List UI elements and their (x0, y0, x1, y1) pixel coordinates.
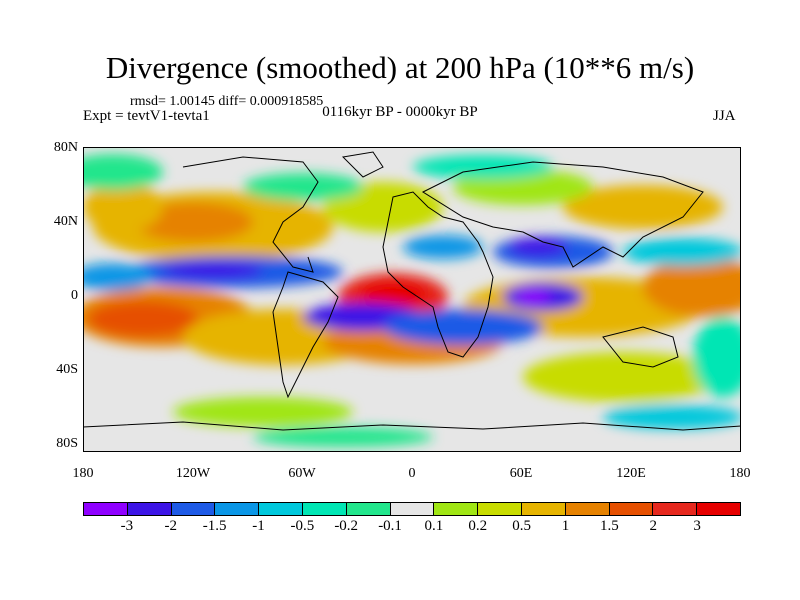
colorbar-swatch (259, 503, 303, 515)
colorbar (83, 502, 741, 516)
experiment-label: Expt = tevtV1-tevta1 (83, 108, 210, 124)
x-tick-60w: 60W (288, 466, 316, 481)
colorbar-swatch (521, 503, 566, 515)
colorbar-label: -0.1 (378, 518, 402, 534)
y-tick-40s: 40S (56, 362, 78, 377)
colorbar-label: -0.2 (334, 518, 359, 534)
y-tick-0: 0 (71, 288, 78, 303)
y-tick-40n: 40N (53, 214, 78, 229)
colorbar-label: -1.5 (202, 518, 227, 534)
colorbar-swatch (390, 503, 435, 515)
colorbar-label: -2 (164, 518, 177, 534)
colorbar-label: 1.5 (600, 518, 619, 534)
period-label: 0116kyr BP - 0000kyr BP (322, 104, 478, 120)
rmsd-diff-stats: rmsd= 1.00145 diff= 0.000918585 (130, 94, 324, 109)
colorbar-swatch (697, 503, 740, 515)
x-tick-120e: 120E (616, 466, 646, 481)
y-tick-80n: 80N (53, 140, 78, 155)
colorbar-label: -0.5 (290, 518, 315, 534)
colorbar-label: -3 (120, 518, 134, 534)
colorbar-swatch (215, 503, 260, 515)
colorbar-swatch (127, 503, 172, 515)
colorbar-swatch (434, 503, 479, 515)
colorbar-swatch (565, 503, 610, 515)
x-tick-0: 0 (408, 466, 416, 481)
colorbar-label: 0.1 (424, 518, 444, 534)
season-label: JJA (713, 108, 736, 124)
plot-frame (83, 147, 741, 452)
colorbar-swatch (609, 503, 654, 515)
colorbar-label: 1 (561, 518, 570, 534)
y-tick-80s: 80S (56, 436, 78, 451)
colorbar-label: -1 (252, 518, 265, 534)
colorbar-swatch (653, 503, 698, 515)
colorbar-swatch (84, 503, 128, 515)
x-tick-180w: 180 (72, 466, 94, 481)
plot-title: Divergence (smoothed) at 200 hPa (10**6 … (105, 50, 695, 85)
x-tick-120w: 120W (175, 466, 211, 481)
coastlines (83, 151, 741, 431)
divergence-map (83, 147, 741, 452)
colorbar-label: 3 (693, 518, 701, 534)
colorbar-swatch (346, 503, 391, 515)
colorbar-swatch (302, 503, 347, 515)
colorbar-label: 2 (649, 518, 658, 534)
x-tick-180e: 180 (729, 466, 751, 481)
divergence-field (83, 154, 741, 447)
colorbar-label: 0.2 (468, 518, 488, 534)
colorbar-swatch (478, 503, 522, 515)
colorbar-swatch (171, 503, 216, 515)
colorbar-label: 0.5 (512, 518, 532, 534)
x-tick-60e: 60E (509, 466, 533, 481)
